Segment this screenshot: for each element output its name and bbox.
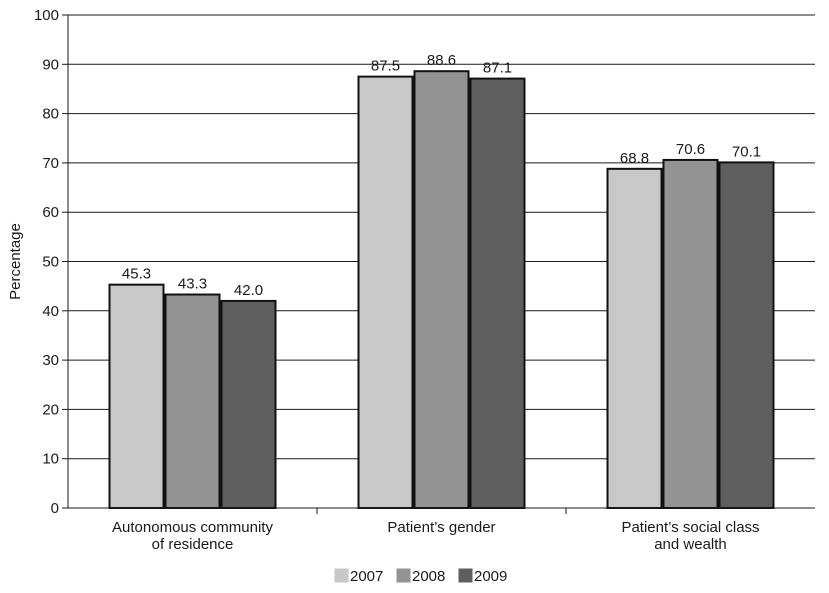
y-tick-label: 70 (42, 155, 59, 172)
category-label: Patient’s gender (387, 519, 495, 536)
y-axis-title: Percentage (7, 223, 24, 300)
legend-swatch (458, 568, 473, 583)
y-tick-label: 0 (51, 500, 59, 517)
bar-2007-0 (108, 283, 165, 509)
y-tick-label: 30 (42, 352, 59, 369)
legend-swatch (396, 568, 411, 583)
bars (108, 70, 775, 510)
legend-item-2009: 2009 (458, 568, 507, 585)
legend: 2007 2008 2009 (334, 568, 507, 585)
bar-2008-1 (413, 70, 470, 510)
y-tick-label: 60 (42, 204, 59, 221)
y-tick-label: 100 (34, 7, 59, 24)
bar-2009-2 (718, 161, 775, 509)
data-label: 87.1 (483, 60, 512, 77)
y-tick-label: 20 (42, 401, 59, 418)
data-label: 70.1 (732, 143, 761, 160)
data-label: 68.8 (620, 150, 649, 167)
bar-2009-1 (469, 77, 526, 510)
data-label: 43.3 (178, 276, 207, 293)
data-label: 88.6 (427, 52, 456, 69)
legend-label: 2008 (412, 568, 445, 585)
category-label: Patient’s social class and wealth (621, 519, 759, 553)
y-tick-label: 10 (42, 451, 59, 468)
data-label: 42.0 (234, 282, 263, 299)
legend-item-2008: 2008 (396, 568, 445, 585)
bar-2008-0 (164, 293, 221, 509)
axes (62, 14, 815, 514)
category-label: Autonomous community of residence (112, 519, 273, 553)
legend-label: 2009 (474, 568, 507, 585)
legend-item-2007: 2007 (334, 568, 383, 585)
y-tick-label: 90 (42, 56, 59, 73)
data-label: 70.6 (676, 141, 705, 158)
labels: 0 10 20 30 40 50 60 70 80 90 100 45.3 43.3 42.0 Autono… (7, 7, 761, 553)
bar-2007-2 (606, 167, 663, 509)
bar-2007-1 (357, 75, 414, 509)
legend-swatch (334, 568, 349, 583)
y-tick-label: 40 (42, 303, 59, 320)
data-label: 45.3 (122, 266, 151, 283)
y-tick-label: 50 (42, 254, 59, 271)
bar-2008-2 (662, 158, 719, 510)
y-tick-label: 80 (42, 106, 59, 123)
bar-2009-0 (220, 299, 277, 509)
data-label: 87.5 (371, 58, 400, 75)
legend-label: 2007 (350, 568, 383, 585)
